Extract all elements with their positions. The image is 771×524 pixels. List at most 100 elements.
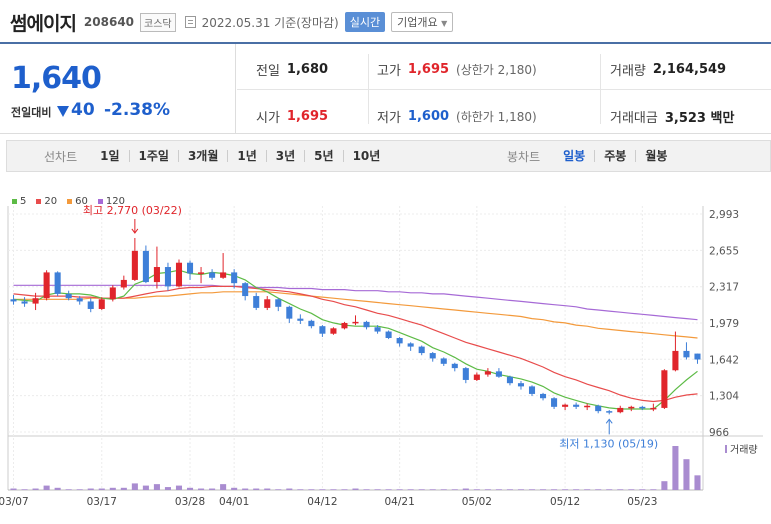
candle-body (595, 405, 602, 412)
low-annotation: 최저 1,130 (05/19) (559, 437, 658, 450)
volume-bar (672, 446, 679, 490)
candle-body (418, 346, 425, 354)
volume-bar (54, 487, 61, 490)
period-1d[interactable]: 1일 (100, 149, 120, 163)
x-tick-label: 05/12 (550, 496, 580, 508)
volume-bar (495, 489, 502, 490)
volume-value: 2,164,549 (652, 61, 727, 77)
candle-body (186, 262, 194, 274)
candle-body (109, 287, 116, 300)
lower-limit: (하한가 1,180) (456, 109, 537, 124)
base-date: 2022.05.31 기준(장마감) (201, 15, 339, 30)
amount-label: 거래대금 (610, 110, 658, 126)
volume-bar (220, 484, 227, 490)
market-badge: 코스닥 (140, 12, 176, 32)
period-3m[interactable]: 3개월 (177, 150, 227, 162)
ma20-line (13, 285, 698, 403)
volume-bar (319, 489, 326, 490)
candle-weekly[interactable]: 주봉 (594, 150, 635, 162)
calendar-icon (184, 16, 196, 28)
legend-ma20: 20 (36, 196, 57, 207)
ma5-line (13, 269, 698, 410)
volume-bar (120, 487, 127, 490)
realtime-button[interactable]: 실시간 (344, 12, 386, 32)
volume-bar (506, 489, 513, 490)
volume-bar (286, 488, 293, 490)
volume-bar (175, 485, 183, 490)
y-tick-label: 966 (709, 427, 729, 439)
down-arrow-icon (57, 106, 69, 117)
candle-body (43, 272, 50, 299)
stock-header: 썸에이지 208640 코스닥 2022.05.31 기준(장마감) 실시간 기… (10, 8, 454, 36)
volume-bar (131, 483, 138, 490)
prev-close-value: 1,680 (286, 61, 329, 77)
period-1w[interactable]: 1주일 (128, 150, 178, 162)
volume-bar (551, 489, 558, 490)
company-overview-label: 기업개요 (397, 16, 438, 29)
volume-bar (275, 489, 282, 490)
volume-bar (540, 489, 547, 490)
volume-bar (462, 488, 469, 490)
volume-bar (330, 489, 337, 490)
upper-limit: (상한가 2,180) (456, 62, 537, 77)
candle-body (617, 407, 624, 413)
volume-bar (209, 488, 216, 490)
volume-bar (528, 489, 536, 490)
y-tick-label: 1,979 (709, 318, 739, 330)
open-label: 시가 (256, 110, 280, 126)
candle-body (396, 338, 403, 344)
volume-bar (484, 489, 491, 490)
x-tick-label: 04/21 (384, 496, 414, 508)
candle-monthly[interactable]: 월봉 (635, 150, 676, 162)
y-tick-label: 2,993 (709, 209, 739, 221)
candle-body (308, 320, 315, 327)
volume-bar (683, 459, 690, 490)
candle-body (76, 298, 83, 302)
amount-value: 3,523 백만 (664, 110, 735, 126)
volume-label: 거래량 (610, 63, 646, 79)
x-tick-label: 05/23 (627, 496, 657, 508)
candle-body (363, 321, 370, 328)
volume-bar (363, 489, 370, 490)
volume-bar (385, 489, 392, 490)
candle-body (440, 358, 447, 364)
volume-bar (264, 488, 271, 490)
x-tick-label: 03/28 (175, 496, 205, 508)
volume-bar (43, 485, 50, 490)
company-overview-button[interactable]: 기업개요 ▼ (391, 12, 454, 32)
candle-body (275, 299, 282, 307)
candle-body (65, 293, 72, 299)
volume-bar (429, 489, 436, 490)
candle-body (484, 371, 491, 375)
volume-bar (242, 488, 249, 490)
period-3y[interactable]: 3년 (265, 150, 304, 162)
candle-body (319, 326, 326, 334)
candle-body (142, 250, 149, 283)
candle-body (231, 272, 238, 284)
candle-body (164, 267, 171, 287)
period-5y[interactable]: 5년 (304, 150, 342, 162)
candle-body (87, 301, 94, 309)
candle-daily[interactable]: 일봉 (563, 149, 586, 163)
stock-name: 썸에이지 (10, 12, 77, 35)
row-divider (237, 89, 771, 90)
volume-bar (32, 488, 39, 490)
candlestick-chart[interactable]: 2,993 2,655 2,317 1,979 1,642 1,304 966 03/07 03… (0, 190, 771, 524)
volume-bar (584, 489, 591, 490)
volume-bar (650, 489, 657, 490)
candle-body (473, 374, 480, 380)
change-percent: -2.38% (104, 100, 171, 120)
y-tick-label: 2,655 (709, 245, 739, 257)
candle-body (495, 371, 502, 377)
volume-bar (606, 489, 613, 490)
volume-bar (517, 489, 525, 490)
current-price-box: 1,640 전일대비 40 -2.38% (0, 44, 236, 134)
candle-body (528, 386, 536, 394)
volume-bar (352, 488, 359, 490)
period-10y[interactable]: 10년 (342, 150, 390, 162)
candle-body (429, 353, 436, 359)
candle-body (374, 327, 381, 332)
candle-body (694, 353, 701, 360)
period-1y[interactable]: 1년 (227, 150, 265, 162)
candle-body (242, 283, 249, 297)
